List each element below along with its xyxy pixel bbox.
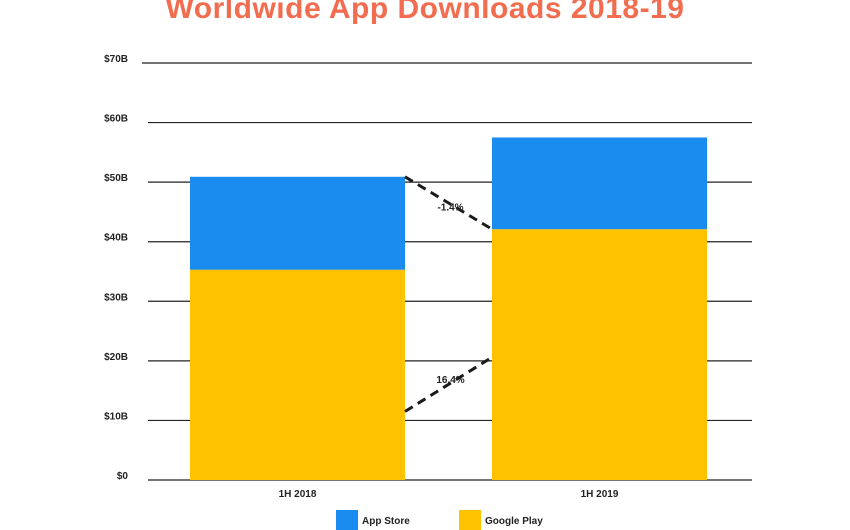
bar-app-store [492, 137, 707, 230]
y-axis-ticks: $0 $10B $20B $30B $40B $50B $60B $70B [104, 54, 128, 482]
y-tick-label: $40B [104, 233, 128, 244]
y-tick-label: $70B [104, 54, 128, 65]
chart-title: Worldwide App Downloads 2018-19 [165, 0, 685, 25]
y-tick-label: $50B [104, 173, 128, 184]
connectors: -1.4% 16.4% [404, 175, 493, 413]
legend-swatch-google-play [459, 510, 481, 530]
x-axis-categories: 1H 2018 1H 2019 [279, 489, 619, 500]
legend-swatch-app-store [336, 510, 358, 530]
annotation-google-play: 16.4% [436, 375, 464, 386]
x-category-label: 1H 2018 [279, 489, 317, 500]
bar-app-store [190, 176, 405, 270]
bar-google-play [492, 229, 707, 480]
y-tick-label: $0 [117, 471, 129, 482]
legend-label-app-store: App Store [362, 516, 410, 527]
bars [190, 137, 707, 480]
y-tick-label: $30B [104, 292, 128, 303]
y-tick-label: $20B [104, 352, 128, 363]
x-category-label: 1H 2019 [581, 489, 619, 500]
connector-google-play [404, 356, 493, 413]
bar-google-play [190, 269, 405, 480]
connector-app-store [404, 175, 493, 231]
y-tick-label: $10B [104, 411, 128, 422]
legend-label-google-play: Google Play [485, 516, 543, 527]
annotation-app-store: -1.4% [437, 203, 463, 214]
legend: App Store Google Play [336, 510, 543, 530]
y-tick-label: $60B [104, 114, 128, 125]
